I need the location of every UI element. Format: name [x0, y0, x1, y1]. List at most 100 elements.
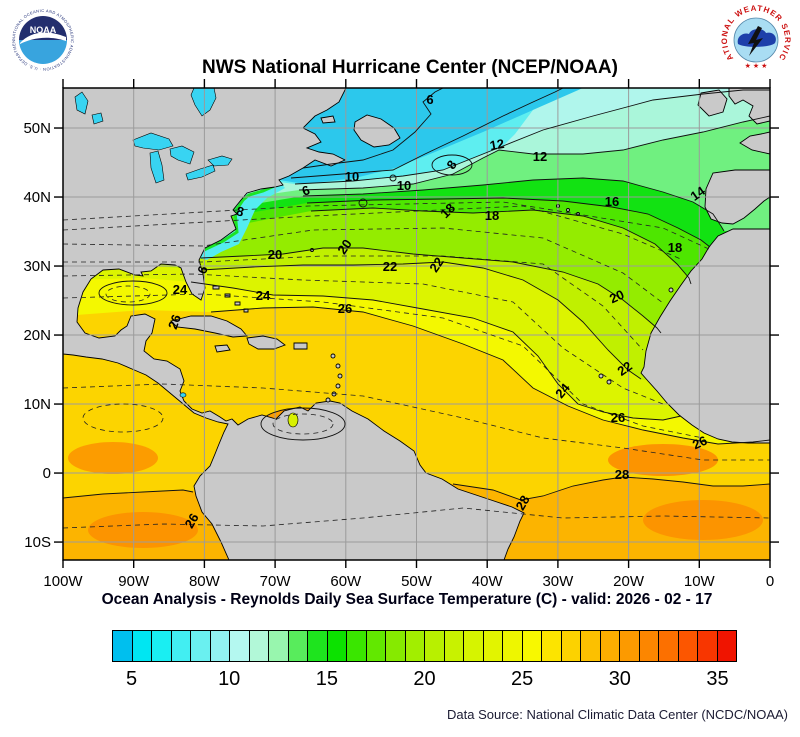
colorbar-segment	[308, 631, 328, 661]
colorbar-segment	[132, 631, 152, 661]
temperature-colorbar	[112, 630, 737, 662]
inland-water	[74, 88, 299, 428]
colorbar-tick-label: 10	[218, 668, 241, 690]
colorbar-tick-label: 15	[315, 668, 338, 690]
contour-22	[200, 261, 642, 380]
contour-18	[310, 207, 692, 285]
contour-26	[210, 306, 770, 445]
lat-tick-label: 0	[43, 465, 51, 482]
noaa-logo-seagull	[20, 32, 66, 44]
colorbar-segment	[444, 631, 464, 661]
contour-label-26: 26	[690, 433, 709, 453]
colorbar-segment	[717, 631, 736, 661]
contour-label-28: 28	[615, 467, 629, 482]
land-cape-verde	[598, 373, 612, 385]
colorbar-segment	[483, 631, 503, 661]
colorbar-tick-label: 25	[511, 668, 534, 690]
colorbar-segment	[581, 631, 601, 661]
lon-tick-label: 90W	[118, 573, 150, 590]
lon-tick-label: 40W	[472, 573, 504, 590]
contour-label-18: 18	[485, 208, 499, 223]
lat-tick-label: 10S	[24, 534, 51, 551]
contour-label-20: 20	[334, 236, 355, 256]
contour-label-18: 18	[668, 240, 682, 255]
lon-tick-label: 0	[766, 573, 774, 590]
grid-lines	[63, 88, 770, 560]
contour-label-24: 24	[173, 282, 188, 297]
nws-logo-lightning	[748, 26, 763, 56]
lat-tick-label: 40N	[23, 189, 51, 206]
nws-logo: NATIONAL WEATHER SERVICE ★ ★ ★	[720, 4, 791, 75]
lat-tick-label: 20N	[23, 327, 51, 344]
colorbar-segment	[659, 631, 679, 661]
colorbar-tick-label: 35	[706, 668, 729, 690]
contour-label-22: 22	[426, 254, 447, 274]
contour-28-pacific	[63, 489, 194, 499]
colorbar-segment	[678, 631, 698, 661]
noaa-logo: NATIONAL OCEANIC AND ATMOSPHERIC ADMINIS…	[8, 5, 77, 74]
colorbar-segment	[620, 631, 640, 661]
colorbar-segment	[152, 631, 172, 661]
lon-tick-label: 80W	[189, 573, 221, 590]
contour-label-6: 6	[194, 264, 211, 276]
contour-label-6: 6	[300, 182, 312, 199]
contour-label-16: 16	[605, 194, 619, 209]
colorbar-segment	[249, 631, 269, 661]
colorbar-tick-label: 20	[413, 668, 436, 690]
colorbar-segment	[210, 631, 230, 661]
contour-label-26: 26	[338, 301, 352, 316]
lon-tick-label: 60W	[330, 573, 362, 590]
colorbar-tick-label: 30	[608, 668, 631, 690]
colorbar-segment	[366, 631, 386, 661]
page-title: NWS National Hurricane Center (NCEP/NOAA…	[202, 57, 618, 78]
data-source-note: Data Source: National Climatic Data Cent…	[447, 707, 788, 722]
contour-gulf-loop	[98, 280, 168, 306]
contour-label-28: 28	[512, 493, 532, 513]
lake-ontario	[207, 155, 233, 167]
colorbar-segment	[347, 631, 367, 661]
lon-tick-label: 50W	[401, 573, 433, 590]
land-britain	[728, 88, 770, 125]
colorbar-segment	[288, 631, 308, 661]
contour-caribbean-loop	[260, 407, 346, 441]
colorbar-segment	[191, 631, 211, 661]
contour-8	[290, 88, 564, 179]
contour-lines-main	[63, 88, 770, 501]
lake-maracaibo	[287, 412, 299, 428]
contour-label-26: 26	[181, 511, 201, 531]
land-brittany	[739, 131, 770, 155]
lake-michigan	[149, 150, 165, 184]
lake-huron	[169, 145, 195, 165]
lon-tick-label: 70W	[260, 573, 292, 590]
contour-label-12: 12	[533, 149, 547, 164]
colorbar-segment	[327, 631, 347, 661]
contour-eddy-loop	[431, 154, 473, 176]
contour-10	[294, 89, 770, 185]
nws-logo-stars: ★ ★ ★	[745, 62, 768, 70]
contour-label-26: 26	[165, 312, 184, 331]
land-puerto-rico	[293, 342, 308, 350]
contour-28	[452, 476, 770, 501]
contour-label-20: 20	[268, 247, 282, 262]
land-lesser-antilles	[325, 353, 343, 403]
lake-nicaragua	[179, 392, 187, 398]
contour-16	[306, 197, 711, 248]
colorbar-segment	[230, 631, 250, 661]
colorbar-segment	[600, 631, 620, 661]
lat-tick-label: 30N	[23, 258, 51, 275]
lat-tick-label: 50N	[23, 120, 51, 137]
land-americas	[63, 88, 525, 560]
land-newfoundland	[353, 114, 401, 148]
contour-label-10: 10	[397, 178, 411, 193]
colorbar-segment	[386, 631, 406, 661]
colorbar-segment	[171, 631, 191, 661]
colorbar-tick-label: 5	[125, 668, 138, 690]
colorbar-segment	[542, 631, 562, 661]
land-anticosti	[320, 115, 336, 124]
contour-label-20: 20	[607, 287, 626, 307]
contour-label-26: 26	[611, 410, 625, 425]
map-axes: 50N 40N 30N 20N 10N 0 10S 100W 90W 80W 70W 60W 50W 40…	[23, 79, 779, 590]
colorbar-segment	[464, 631, 484, 661]
